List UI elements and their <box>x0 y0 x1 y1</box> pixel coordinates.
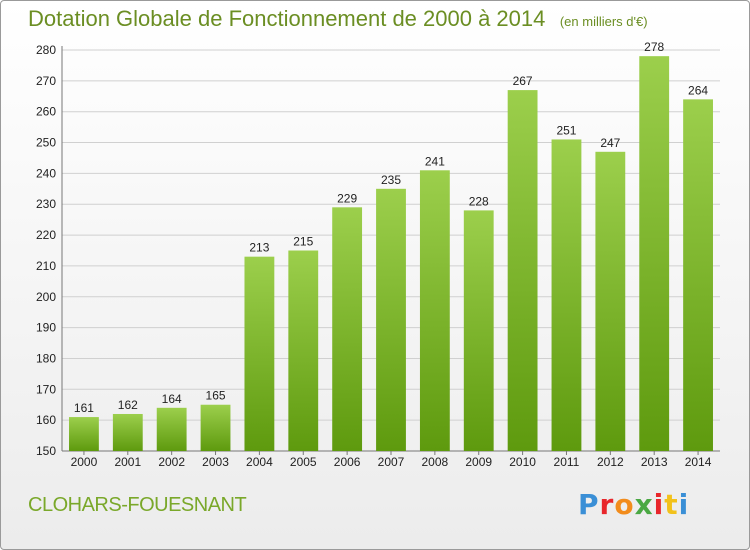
x-tick-label: 2004 <box>246 455 273 469</box>
logo-letter: o <box>614 488 635 521</box>
logo-letter: i <box>678 488 690 521</box>
x-tick-label: 2012 <box>597 455 624 469</box>
bar-2005 <box>288 250 319 451</box>
chart-unit: (en milliers d'€) <box>559 14 648 29</box>
data-labels: 161 162 164 165 213 215 229 235 241 228 267 251 247 2… <box>74 40 708 415</box>
y-tick-label: 280 <box>36 43 56 57</box>
bar-2002 <box>156 407 187 451</box>
data-label-2005: 215 <box>293 235 313 249</box>
y-tick-label: 270 <box>36 74 56 88</box>
y-tick-label: 230 <box>36 197 56 211</box>
x-tick-label: 2007 <box>378 455 405 469</box>
x-tick-label: 2003 <box>202 455 229 469</box>
y-tick-label: 180 <box>36 351 56 365</box>
y-tick-label: 260 <box>36 105 56 119</box>
bar-2006 <box>332 207 363 451</box>
y-tick-label: 150 <box>36 444 56 458</box>
bar-2003 <box>200 404 231 451</box>
data-label-2007: 235 <box>381 173 401 187</box>
data-label-2010: 267 <box>513 74 533 88</box>
bar-2000 <box>69 417 99 451</box>
bars <box>69 56 713 452</box>
y-tick-label: 200 <box>36 290 56 304</box>
data-label-2004: 213 <box>249 241 269 255</box>
bar-2011 <box>551 139 582 451</box>
axes: 150 160 170 180 190 200 210 220 230 240 250 260 270 2… <box>36 43 720 469</box>
x-tick-label: 2008 <box>422 455 449 469</box>
y-tick-label: 190 <box>36 321 56 335</box>
proxiti-logo: Proxiti <box>578 488 689 521</box>
data-label-2002: 164 <box>162 392 182 406</box>
y-tick-label: 220 <box>36 228 56 242</box>
data-label-2009: 228 <box>469 194 489 208</box>
data-label-2012: 247 <box>600 136 620 150</box>
data-label-2013: 278 <box>644 40 664 54</box>
bar-2007 <box>376 188 406 452</box>
bar-2009 <box>463 210 494 451</box>
chart-title: Dotation Globale de Fonctionnement de 20… <box>28 6 546 31</box>
commune-name: CLOHARS-FOUESNANT <box>28 494 247 516</box>
bar-2001 <box>112 413 143 451</box>
x-tick-label: 2002 <box>158 455 185 469</box>
x-tick-label: 2006 <box>334 455 361 469</box>
bar-2012 <box>595 151 626 452</box>
data-label-2000: 161 <box>74 401 94 415</box>
logo-letter: x <box>634 488 654 521</box>
y-tick-label: 210 <box>36 259 56 273</box>
bar-2010 <box>507 90 538 451</box>
logo-letter: t <box>664 488 679 521</box>
logo-letter: P <box>578 488 600 521</box>
data-label-2006: 229 <box>337 191 357 205</box>
data-label-2011: 251 <box>556 123 576 137</box>
x-tick-label: 2009 <box>465 455 492 469</box>
x-tick-label: 2011 <box>554 455 580 469</box>
data-label-2014: 264 <box>688 83 708 97</box>
logo-letter: r <box>599 488 615 521</box>
y-tick-label: 170 <box>36 382 56 396</box>
x-tick-label: 2001 <box>114 455 141 469</box>
y-tick-label: 160 <box>36 413 56 427</box>
x-tick-label: 2005 <box>290 455 317 469</box>
chart-header: Dotation Globale de Fonctionnement de 20… <box>28 6 648 32</box>
bar-2008 <box>419 170 450 452</box>
y-tick-label: 240 <box>36 166 56 180</box>
bar-2013 <box>639 56 670 452</box>
data-label-2003: 165 <box>206 389 226 403</box>
data-label-2008: 241 <box>425 154 445 168</box>
data-label-2001: 162 <box>118 398 138 412</box>
bar-2014 <box>683 99 713 451</box>
x-tick-label: 2013 <box>641 455 668 469</box>
bar-2004 <box>244 256 275 451</box>
x-tick-label: 2000 <box>71 455 98 469</box>
x-tick-label: 2010 <box>509 455 536 469</box>
logo-letter: i <box>653 488 665 521</box>
y-tick-label: 250 <box>36 136 56 150</box>
x-tick-label: 2014 <box>685 455 712 469</box>
